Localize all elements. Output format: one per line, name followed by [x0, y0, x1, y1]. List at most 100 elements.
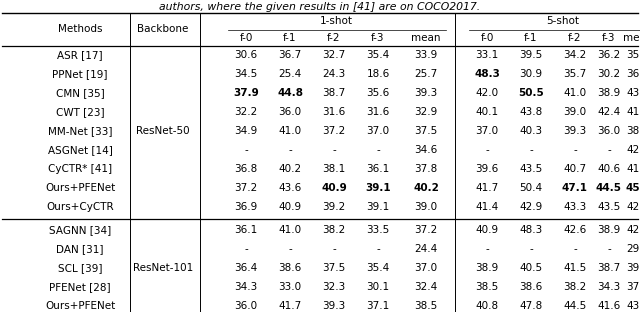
- Text: -: -: [607, 244, 611, 254]
- Text: 40.2: 40.2: [278, 164, 301, 174]
- Text: 42.8: 42.8: [627, 202, 640, 212]
- Text: authors, where the given results in [41] are on COCO2017.: authors, where the given results in [41]…: [159, 2, 481, 12]
- Text: 44.5: 44.5: [596, 183, 622, 193]
- Text: MM-Net [33]: MM-Net [33]: [48, 126, 112, 136]
- Text: 37.4: 37.4: [627, 282, 640, 292]
- Text: 37.5: 37.5: [414, 126, 438, 136]
- Text: 36.2: 36.2: [597, 50, 621, 60]
- Text: 41.0: 41.0: [563, 88, 587, 98]
- Text: 25.4: 25.4: [278, 69, 301, 79]
- Text: 31.6: 31.6: [323, 107, 346, 117]
- Text: 39.9: 39.9: [627, 263, 640, 273]
- Text: 37.0: 37.0: [415, 263, 438, 273]
- Text: 35.4: 35.4: [366, 263, 390, 273]
- Text: 43.3: 43.3: [563, 202, 587, 212]
- Text: 36.2: 36.2: [627, 69, 640, 79]
- Text: 39.0: 39.0: [415, 202, 438, 212]
- Text: 36.9: 36.9: [234, 202, 258, 212]
- Text: 38.5: 38.5: [414, 301, 438, 311]
- Text: 37.2: 37.2: [234, 183, 258, 193]
- Text: 42.5: 42.5: [627, 145, 640, 155]
- Text: 42.9: 42.9: [520, 202, 543, 212]
- Text: 36.7: 36.7: [278, 50, 301, 60]
- Text: 37.9: 37.9: [233, 88, 259, 98]
- Text: 32.3: 32.3: [323, 282, 346, 292]
- Text: SCL [39]: SCL [39]: [58, 263, 102, 273]
- Text: -: -: [244, 145, 248, 155]
- Text: 34.3: 34.3: [234, 282, 258, 292]
- Text: 48.3: 48.3: [520, 225, 543, 235]
- Text: f-3: f-3: [371, 33, 385, 43]
- Text: 24.4: 24.4: [414, 244, 438, 254]
- Text: 25.7: 25.7: [414, 69, 438, 79]
- Text: f-2: f-2: [568, 33, 582, 43]
- Text: 30.2: 30.2: [597, 69, 621, 79]
- Text: -: -: [607, 145, 611, 155]
- Text: 38.7: 38.7: [597, 263, 621, 273]
- Text: 34.5: 34.5: [234, 69, 258, 79]
- Text: 37.1: 37.1: [366, 301, 390, 311]
- Text: 33.9: 33.9: [414, 50, 438, 60]
- Text: 33.1: 33.1: [476, 50, 499, 60]
- Text: 41.3: 41.3: [627, 107, 640, 117]
- Text: f-0: f-0: [239, 33, 253, 43]
- Text: 40.7: 40.7: [563, 164, 587, 174]
- Text: -: -: [529, 145, 533, 155]
- Text: 40.2: 40.2: [413, 183, 439, 193]
- Text: 34.3: 34.3: [597, 282, 621, 292]
- Text: 39.3: 39.3: [323, 301, 346, 311]
- Text: 39.2: 39.2: [323, 202, 346, 212]
- Text: 43.8: 43.8: [520, 107, 543, 117]
- Text: ASR [17]: ASR [17]: [57, 50, 103, 60]
- Text: 41.1: 41.1: [627, 164, 640, 174]
- Text: 40.6: 40.6: [597, 164, 621, 174]
- Text: 50.4: 50.4: [520, 183, 543, 193]
- Text: 32.2: 32.2: [234, 107, 258, 117]
- Text: 35.6: 35.6: [366, 88, 390, 98]
- Text: 38.7: 38.7: [323, 88, 346, 98]
- Text: 41.4: 41.4: [476, 202, 499, 212]
- Text: 39.5: 39.5: [520, 50, 543, 60]
- Text: 41.7: 41.7: [278, 301, 301, 311]
- Text: PPNet [19]: PPNet [19]: [52, 69, 108, 79]
- Text: SAGNN [34]: SAGNN [34]: [49, 225, 111, 235]
- Text: 45.9: 45.9: [625, 183, 640, 193]
- Text: 34.9: 34.9: [234, 126, 258, 136]
- Text: Methods: Methods: [58, 25, 102, 35]
- Text: 42.4: 42.4: [597, 107, 621, 117]
- Text: 39.6: 39.6: [476, 164, 499, 174]
- Text: 36.1: 36.1: [234, 225, 258, 235]
- Text: f-3: f-3: [602, 33, 616, 43]
- Text: 34.6: 34.6: [414, 145, 438, 155]
- Text: 39.1: 39.1: [365, 183, 391, 193]
- Text: 40.8: 40.8: [476, 301, 499, 311]
- Text: 32.7: 32.7: [323, 50, 346, 60]
- Text: 24.3: 24.3: [323, 69, 346, 79]
- Text: 38.9: 38.9: [597, 225, 621, 235]
- Text: 42.6: 42.6: [563, 225, 587, 235]
- Text: -: -: [376, 244, 380, 254]
- Text: CyCTR* [41]: CyCTR* [41]: [48, 164, 112, 174]
- Text: 33.0: 33.0: [278, 282, 301, 292]
- Text: f-1: f-1: [284, 33, 297, 43]
- Text: 30.6: 30.6: [234, 50, 257, 60]
- Text: Backbone: Backbone: [138, 25, 189, 35]
- Text: CWT [23]: CWT [23]: [56, 107, 104, 117]
- Text: 30.1: 30.1: [367, 282, 390, 292]
- Text: 39.3: 39.3: [563, 126, 587, 136]
- Text: 35.4: 35.4: [366, 50, 390, 60]
- Text: 36.0: 36.0: [278, 107, 301, 117]
- Text: Ours+CyCTR: Ours+CyCTR: [46, 202, 114, 212]
- Text: 40.1: 40.1: [476, 107, 499, 117]
- Text: 35.8: 35.8: [627, 50, 640, 60]
- Text: 39.3: 39.3: [414, 88, 438, 98]
- Text: 38.5: 38.5: [476, 282, 499, 292]
- Text: 37.5: 37.5: [323, 263, 346, 273]
- Text: 39.1: 39.1: [366, 202, 390, 212]
- Text: 42.0: 42.0: [476, 88, 499, 98]
- Text: 36.0: 36.0: [597, 126, 621, 136]
- Text: -: -: [485, 244, 489, 254]
- Text: 5-shot: 5-shot: [546, 17, 579, 27]
- Text: mean: mean: [412, 33, 441, 43]
- Text: 48.3: 48.3: [474, 69, 500, 79]
